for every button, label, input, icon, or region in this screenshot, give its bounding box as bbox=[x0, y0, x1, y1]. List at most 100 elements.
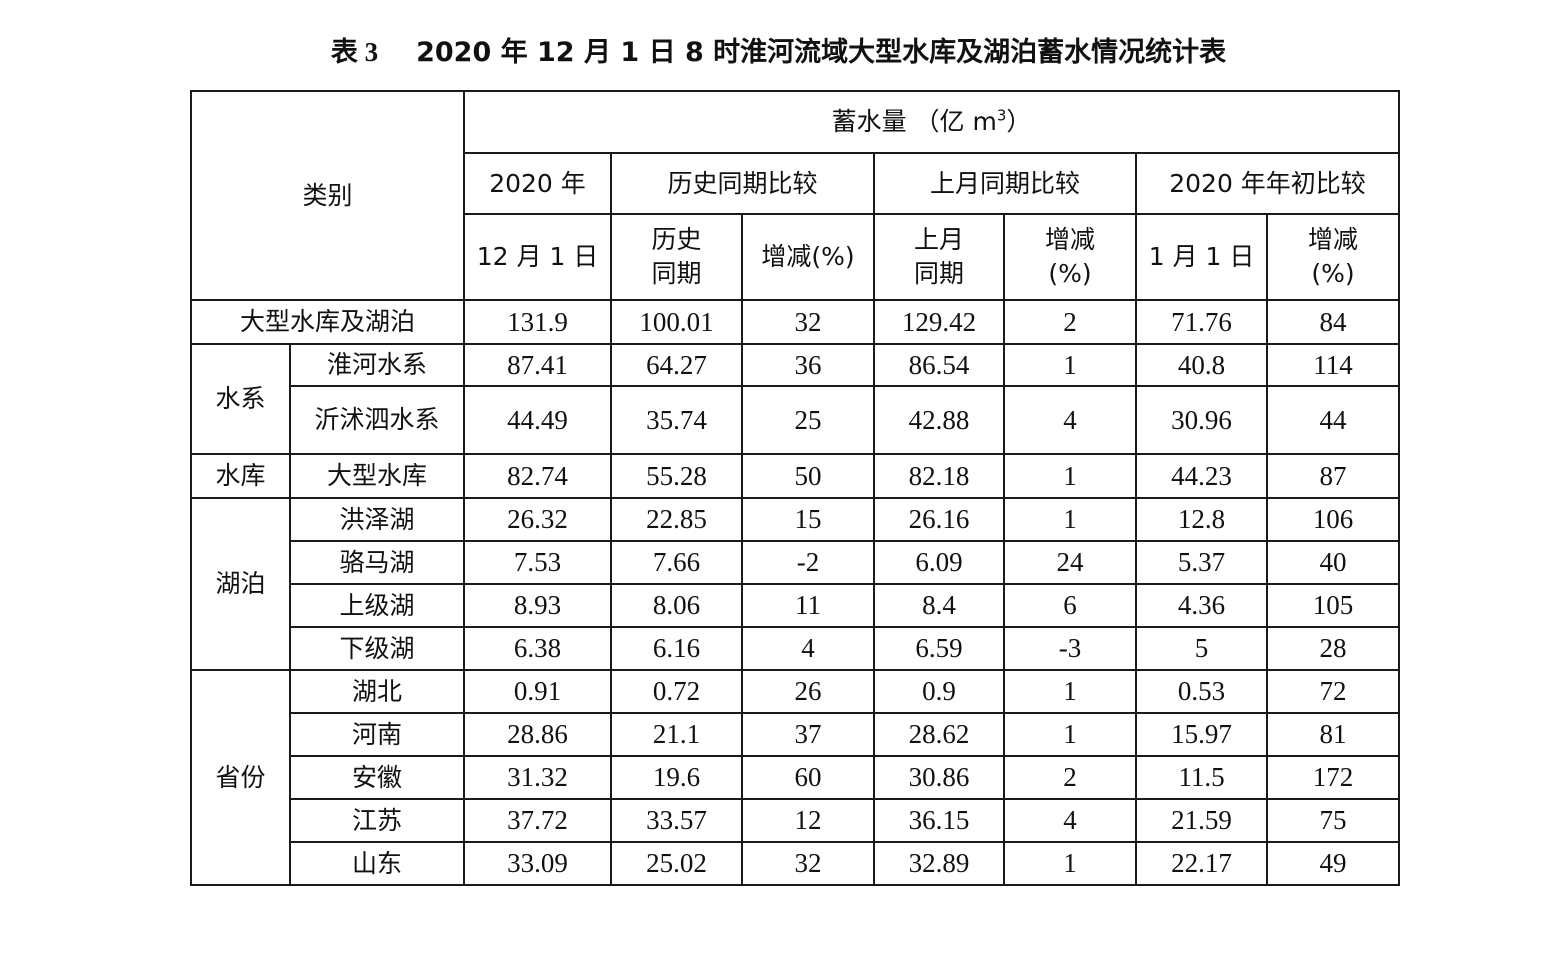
cell-value: 21.1 bbox=[610, 712, 744, 757]
row-label: 淮河水系 bbox=[288, 343, 466, 387]
cell-value: 55.28 bbox=[610, 453, 744, 499]
cell-value: 5.37 bbox=[1135, 540, 1269, 585]
cell-value: 0.72 bbox=[610, 669, 744, 714]
cell-value: 37.72 bbox=[463, 798, 613, 843]
row-label: 河南 bbox=[288, 712, 466, 757]
cell-value: 87 bbox=[1266, 453, 1401, 499]
cell-value: 44 bbox=[1266, 385, 1401, 455]
group-label-provinces: 省份 bbox=[190, 669, 291, 886]
cell-value: 64.27 bbox=[610, 343, 744, 387]
row-label: 大型水库 bbox=[288, 453, 466, 499]
cell-value: 2 bbox=[1003, 755, 1138, 800]
group-year-start: 2020 年年初比较 bbox=[1135, 152, 1401, 215]
table-row: 水系 淮河水系 87.41 64.27 36 86.54 1 40.8 114 bbox=[190, 343, 1401, 455]
cell-value: 36.15 bbox=[873, 798, 1006, 843]
table-row: 山东 33.09 25.02 32 32.89 1 22.17 49 bbox=[191, 841, 1401, 886]
cell-value: 49 bbox=[1266, 841, 1401, 886]
row-label: 上级湖 bbox=[288, 583, 466, 628]
cell-value: 100.01 bbox=[610, 299, 744, 345]
cell-value: 33.57 bbox=[610, 798, 744, 843]
cell-value: 8.06 bbox=[610, 583, 744, 628]
cell-value: 37 bbox=[741, 712, 876, 757]
cell-value: 0.9 bbox=[873, 669, 1006, 714]
table-row-total: 大型水库及湖泊 131.9 100.01 32 129.42 2 71.76 8… bbox=[189, 299, 1401, 345]
cell-value: 25.02 bbox=[610, 841, 744, 886]
cell-value: 6.16 bbox=[610, 626, 744, 671]
cell-value: 1 bbox=[1003, 669, 1138, 714]
row-label: 山东 bbox=[288, 841, 466, 886]
cell-value: 129.42 bbox=[873, 299, 1006, 345]
table-row: 沂沭泗水系 44.49 35.74 25 42.88 4 30.96 44 bbox=[191, 385, 1401, 455]
cell-value: 4 bbox=[1003, 385, 1138, 455]
sub-history-l1: 历史 bbox=[651, 225, 702, 255]
cell-value: 26.16 bbox=[873, 497, 1006, 542]
table-row: 安徽 31.32 19.6 60 30.86 2 11.5 172 bbox=[191, 755, 1401, 800]
sub-jan-change-l1: 增减 bbox=[1308, 225, 1359, 255]
sub-last-month-l2: 同期 bbox=[914, 259, 965, 288]
group-label-water-system: 水系 bbox=[190, 343, 291, 455]
cell-value: -2 bbox=[741, 540, 876, 585]
table-row: 湖泊 洪泽湖 26.32 22.85 15 26.16 1 12.8 106 bbox=[190, 497, 1401, 671]
cell-value: 35.74 bbox=[610, 385, 744, 455]
cell-value: 28 bbox=[1266, 626, 1401, 671]
row-label: 沂沭泗水系 bbox=[288, 385, 466, 455]
sub-jan1: 1 月 1 日 bbox=[1135, 213, 1269, 301]
cell-value: 2 bbox=[1003, 299, 1138, 345]
cell-value: 26 bbox=[741, 669, 876, 714]
cell-value: 72 bbox=[1266, 669, 1401, 714]
cell-value: 86.54 bbox=[873, 343, 1006, 387]
cell-value: 19.6 bbox=[610, 755, 744, 800]
row-label: 大型水库及湖泊 bbox=[189, 299, 466, 345]
cell-value: 82.18 bbox=[873, 453, 1006, 499]
group-label-reservoir: 水库 bbox=[190, 453, 291, 499]
cell-value: 4 bbox=[741, 626, 876, 671]
cell-value: 8.93 bbox=[463, 583, 613, 628]
cell-value: 7.66 bbox=[610, 540, 744, 585]
cell-value: 50 bbox=[741, 453, 876, 499]
cell-value: 32 bbox=[741, 299, 876, 345]
row-label: 骆马湖 bbox=[288, 540, 466, 585]
cell-value: 15 bbox=[741, 497, 876, 542]
cell-value: 6.09 bbox=[873, 540, 1006, 585]
cell-value: 82.74 bbox=[463, 453, 613, 499]
cell-value: 6 bbox=[1003, 583, 1138, 628]
cell-value: 26.32 bbox=[463, 497, 613, 542]
cell-value: 11.5 bbox=[1135, 755, 1269, 800]
cell-value: 40.8 bbox=[1135, 343, 1269, 387]
cell-value: 4.36 bbox=[1135, 583, 1269, 628]
sub-history-same-period: 历史 同期 bbox=[610, 213, 744, 301]
table-row: 下级湖 6.38 6.16 4 6.59 -3 5 28 bbox=[191, 626, 1401, 671]
cell-value: 28.62 bbox=[873, 712, 1006, 757]
cell-value: 1 bbox=[1003, 841, 1138, 886]
row-label: 江苏 bbox=[288, 798, 466, 843]
cell-value: 12.8 bbox=[1135, 497, 1269, 542]
row-label: 洪泽湖 bbox=[288, 497, 466, 542]
storage-header-prefix: 蓄水量 （亿 m bbox=[831, 107, 997, 137]
group-label-lakes: 湖泊 bbox=[190, 497, 291, 671]
storage-header: 蓄水量 （亿 m3） bbox=[463, 90, 1401, 154]
cell-value: 0.53 bbox=[1135, 669, 1269, 714]
group-last-month: 上月同期比较 bbox=[873, 152, 1138, 215]
storage-table: 类别 蓄水量 （亿 m3） 2020 年 历史同期比较 上月同期比较 2020 … bbox=[189, 90, 1401, 886]
cell-value: -3 bbox=[1003, 626, 1138, 671]
cell-value: 106 bbox=[1266, 497, 1401, 542]
cell-value: 32.89 bbox=[873, 841, 1006, 886]
cell-value: 33.09 bbox=[463, 841, 613, 886]
category-header: 类别 bbox=[189, 90, 466, 301]
cell-value: 7.53 bbox=[463, 540, 613, 585]
cell-value: 31.32 bbox=[463, 755, 613, 800]
sub-history-l2: 同期 bbox=[651, 259, 702, 288]
cell-value: 8.4 bbox=[873, 583, 1006, 628]
table-row: 骆马湖 7.53 7.66 -2 6.09 24 5.37 40 bbox=[191, 540, 1401, 585]
cell-value: 1 bbox=[1003, 453, 1138, 499]
cell-value: 42.88 bbox=[873, 385, 1006, 455]
cell-value: 40 bbox=[1266, 540, 1401, 585]
sub-history-change: 增减(%) bbox=[741, 213, 876, 301]
group-history: 历史同期比较 bbox=[610, 152, 876, 215]
row-label: 下级湖 bbox=[288, 626, 466, 671]
table-row: 上级湖 8.93 8.06 11 8.4 6 4.36 105 bbox=[191, 583, 1401, 628]
cell-value: 4 bbox=[1003, 798, 1138, 843]
cell-value: 11 bbox=[741, 583, 876, 628]
row-label: 湖北 bbox=[288, 669, 466, 714]
cell-value: 1 bbox=[1003, 497, 1138, 542]
